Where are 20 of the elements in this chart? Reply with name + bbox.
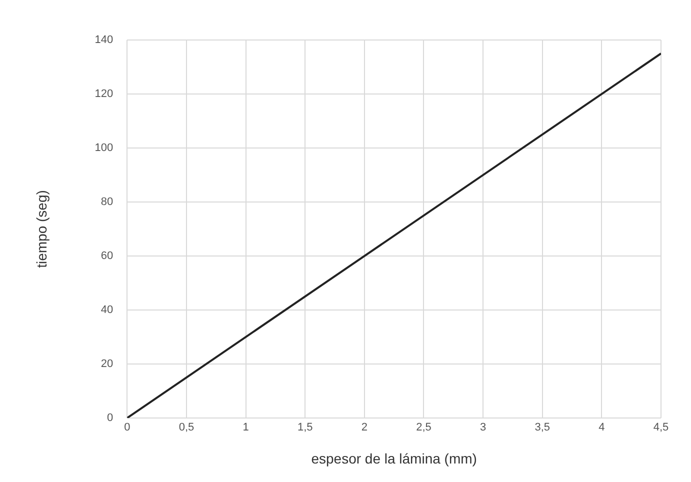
x-tick-label: 4 — [598, 422, 605, 434]
y-axis-title: tiempo (seg) — [33, 190, 50, 268]
y-tick-label: 100 — [94, 142, 114, 154]
x-tick-label: 2,5 — [416, 422, 432, 434]
y-tick-label: 40 — [100, 304, 114, 316]
x-tick-label: 3 — [480, 422, 486, 434]
x-tick-label: 0,5 — [178, 422, 194, 434]
x-tick-label: 3,5 — [534, 422, 550, 434]
x-axis-title: espesor de la lámina (mm) — [311, 450, 477, 466]
x-tick-label: 4,5 — [653, 422, 669, 434]
x-tick-label: 2 — [361, 422, 368, 434]
x-tick-label: 1,5 — [297, 422, 313, 434]
y-tick-label: 20 — [100, 358, 114, 370]
y-tick-label: 120 — [94, 88, 114, 100]
x-tick-label: 0 — [124, 422, 130, 434]
y-tick-label: 0 — [107, 412, 114, 424]
y-tick-label: 60 — [100, 250, 114, 262]
y-tick-label: 140 — [94, 34, 114, 46]
x-tick-label: 1 — [242, 422, 249, 434]
y-tick-label: 80 — [100, 196, 114, 208]
